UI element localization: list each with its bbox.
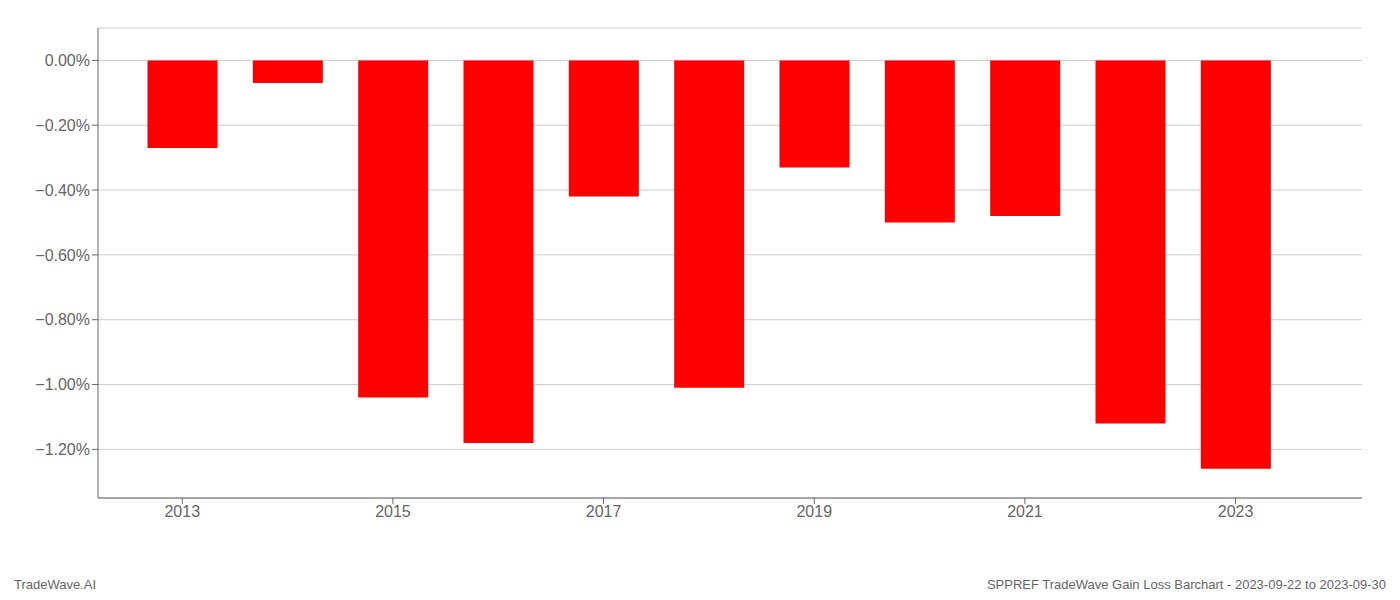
svg-text:−0.40%: −0.40% [35,182,90,199]
svg-text:0.00%: 0.00% [45,52,90,69]
svg-text:−1.20%: −1.20% [35,441,90,458]
svg-text:−0.20%: −0.20% [35,117,90,134]
svg-text:−1.00%: −1.00% [35,376,90,393]
svg-text:2013: 2013 [164,503,200,520]
svg-text:2019: 2019 [796,503,832,520]
svg-text:2017: 2017 [586,503,622,520]
svg-text:−0.60%: −0.60% [35,247,90,264]
svg-text:2015: 2015 [375,503,411,520]
svg-text:2023: 2023 [1218,503,1254,520]
html-text:SPPREF TradeWave Gain Loss Bar: SPPREF TradeWave Gain Loss Barchart - 20… [986,577,1386,592]
svg-text:−0.80%: −0.80% [35,311,90,328]
html-text:TradeWave.AI: TradeWave.AI [14,577,97,592]
svg-text:2021: 2021 [1007,503,1043,520]
